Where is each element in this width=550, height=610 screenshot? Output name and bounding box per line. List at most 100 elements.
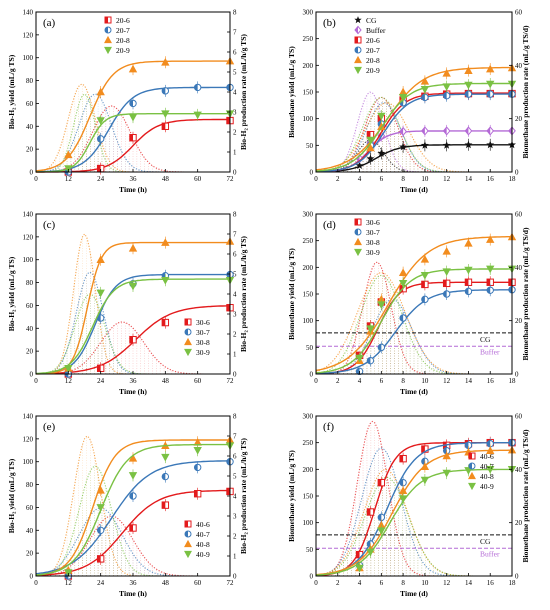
- panel-c-label: (c): [43, 219, 56, 231]
- panel-f-legend-label: 40-7: [480, 462, 494, 471]
- panel-e-ytick-right-label: 0: [233, 573, 237, 581]
- panel-d-point-30-6-fill: [443, 280, 447, 287]
- panel-d-point-30-6-fill: [487, 279, 491, 286]
- panel-e-ytick-right-label: 1: [233, 553, 237, 561]
- panel-f-point-40-7-fill: [399, 479, 404, 486]
- panel-f-ytick-right-label: 20: [515, 519, 523, 527]
- panel-b-point-20-9: [442, 83, 451, 92]
- panel-f-point-40-8: [420, 462, 430, 470]
- panel-a-ytick-right-label: 6: [233, 49, 237, 57]
- panel-c-point-30-7-fill: [97, 314, 101, 322]
- panel-b-legend-label: 20-7: [366, 46, 380, 55]
- panel-e-legend-label: 40-7: [196, 530, 210, 539]
- panel-a-point-20-8: [96, 87, 105, 96]
- panel-d-xtick-label: 4: [358, 377, 362, 385]
- panel-a-xtick-label: 72: [227, 175, 235, 183]
- panel-f-point-40-6-fill: [378, 479, 382, 486]
- panel-b-legend-marker-CG: [354, 16, 362, 24]
- panel-f-ytick-left-label: 50: [306, 546, 314, 554]
- panel-d-rate-curve-30-9: [315, 274, 512, 375]
- panel-b-point-Buffer-fill: [443, 127, 447, 135]
- panel-f-legend-marker-40-9: [468, 482, 476, 491]
- panel-e-point-40-7-fill: [194, 464, 198, 471]
- panel-e-point-40-9: [128, 472, 138, 480]
- panel-b-rate-curve-Buffer: [316, 91, 512, 173]
- panel-e-legend-label: 40-8: [196, 540, 210, 549]
- panel-d-ref-label-buffer: Buffer: [480, 347, 500, 356]
- panel-a-ytick-left-label: 120: [23, 31, 34, 39]
- panel-d-point-30-7-fill: [421, 296, 425, 303]
- panel-b-ytick-left-label: 100: [303, 115, 314, 123]
- panel-f-xtick-label: 8: [401, 579, 405, 587]
- panel-b-fit-curve-20-9: [315, 82, 512, 172]
- panel-b-legend-marker-Buffer-fill: [355, 26, 358, 34]
- panel-c-point-30-9: [128, 282, 138, 291]
- panel-b-xtick-label: 14: [465, 175, 473, 183]
- panel-c-ytick-right-label: 7: [233, 231, 237, 239]
- panel-d-point-30-9: [398, 280, 408, 288]
- panel-f-label: (f): [323, 421, 334, 433]
- panel-b-rate-curve-20-9: [315, 96, 512, 173]
- panel-b-xtick-label: 10: [421, 175, 429, 183]
- panel-b-xtick-label: 4: [358, 175, 362, 183]
- panel-e-xtick-label: 48: [162, 579, 170, 587]
- panel-f-ytick-left-label: 0: [310, 573, 314, 581]
- panel-b-legend-marker-20-7-fill: [355, 47, 358, 53]
- panel-b-point-20-9: [366, 136, 375, 145]
- panel-d-xtick-label: 18: [509, 377, 517, 385]
- panel-a-ylabel-left: Bio-H₂ yield (mL/g TS): [7, 54, 16, 129]
- panel-d-point-30-7-fill: [487, 287, 491, 294]
- panel-d-legend-marker-30-7-fill: [355, 229, 358, 235]
- panel-b-ytick-right-label: 0: [515, 169, 519, 177]
- panel-b-ytick-left-label: 50: [306, 142, 314, 150]
- panel-e-xlabel: Time (h): [119, 589, 147, 598]
- panel-d-legend: 30-630-730-830-9: [354, 218, 380, 257]
- panel-b-legend-label: Buffer: [366, 26, 386, 35]
- panel-d-legend-label: 30-7: [366, 228, 380, 237]
- panel-d-fit-curve-30-9: [315, 268, 512, 374]
- panel-a-point-20-9: [64, 165, 73, 173]
- panel-b-xtick-label: 2: [336, 175, 340, 183]
- panel-b-point-CG: [366, 154, 375, 162]
- panel-e-ytick-right-label: 8: [233, 413, 237, 421]
- panel-e-ytick-left-label: 60: [26, 504, 34, 512]
- panel-a-label: (a): [43, 17, 56, 29]
- panel-d-ytick-left-label: 0: [310, 371, 314, 379]
- panel-d-legend-label: 30-9: [366, 248, 380, 257]
- panel-f-xtick-label: 12: [443, 579, 451, 587]
- panel-a-point-20-9: [161, 110, 170, 119]
- panel-b-ylabel-right: Biomethane production rate (mL/g TS/d): [521, 25, 530, 159]
- panel-b-ytick-right-label: 40: [515, 62, 523, 70]
- panel-a-frame: [35, 11, 231, 173]
- panel-b-point-20-6-fill: [378, 115, 382, 122]
- panel-c-ylabel-left: Bio-H₂ yield (mL/g TS): [7, 256, 16, 331]
- panel-e-point-40-7-fill: [129, 492, 133, 500]
- panel-f-point-40-9: [442, 469, 451, 478]
- panel-a-legend-label: 20-8: [116, 36, 130, 45]
- panel-a-legend-label: 20-6: [116, 16, 130, 25]
- panel-e-point-40-7-fill: [97, 527, 101, 534]
- panel-c-ytick-right-label: 0: [233, 371, 237, 379]
- panel-c-xtick-label: 60: [194, 377, 202, 385]
- panel-a-ytick-right-label: 2: [233, 129, 237, 137]
- panel-a-ylabel-right: Bio-H₂ production rate (mL/h/g TS): [239, 34, 248, 150]
- panel-a-point-20-7-fill: [194, 84, 198, 91]
- panel-a-point-20-7-fill: [162, 87, 166, 95]
- panel-b-legend-label: 20-6: [366, 36, 380, 45]
- panel-a-point-20-6-fill: [226, 117, 230, 124]
- panel-a-point-20-8: [64, 150, 73, 159]
- panel-f-ytick-right-label: 0: [515, 573, 519, 581]
- panel-e: 0 12 24 36 48 60 72020406080100120140012345678…: [7, 413, 248, 599]
- panel-e-legend-marker-40-6-fill: [185, 521, 188, 527]
- panel-f-xtick-label: 14: [465, 579, 473, 587]
- panel-f-point-40-9: [398, 495, 408, 504]
- panel-b-point-Buffer-fill: [399, 127, 404, 136]
- panel-c-ytick-right-label: 6: [233, 251, 237, 259]
- panel-e-legend-marker-40-9: [184, 550, 192, 559]
- panel-d-legend-label: 30-8: [366, 238, 380, 247]
- panel-b-xtick-label: 18: [509, 175, 517, 183]
- panel-c-legend-marker-30-8: [184, 337, 192, 346]
- panel-d-fit-curve-30-6: [315, 281, 512, 375]
- panel-d-point-30-9: [355, 354, 364, 363]
- panel-a-point-20-6-fill: [129, 134, 133, 141]
